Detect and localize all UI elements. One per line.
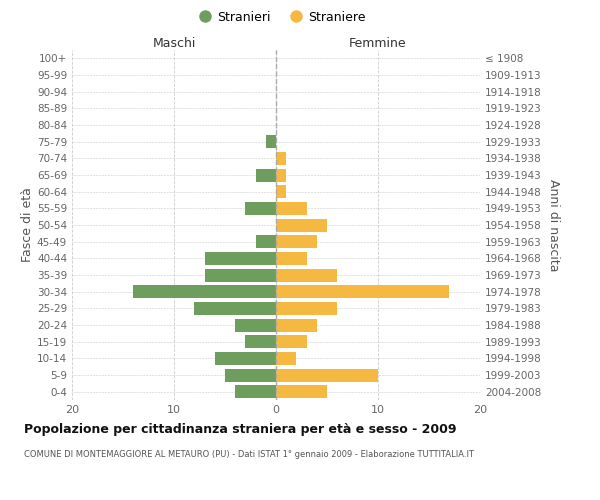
Legend: Stranieri, Straniere: Stranieri, Straniere: [193, 6, 371, 29]
Bar: [276, 318, 317, 332]
Bar: [276, 335, 307, 348]
Bar: [276, 368, 378, 382]
Text: Maschi: Maschi: [152, 37, 196, 50]
Bar: [256, 235, 276, 248]
Bar: [133, 285, 276, 298]
Text: Popolazione per cittadinanza straniera per età e sesso - 2009: Popolazione per cittadinanza straniera p…: [24, 422, 457, 436]
Bar: [276, 185, 286, 198]
Bar: [276, 302, 337, 315]
Bar: [276, 268, 337, 281]
Bar: [276, 202, 307, 215]
Bar: [276, 152, 286, 165]
Bar: [266, 135, 276, 148]
Y-axis label: Fasce di età: Fasce di età: [21, 188, 34, 262]
Bar: [276, 235, 317, 248]
Bar: [276, 168, 286, 181]
Bar: [276, 218, 327, 232]
Bar: [225, 368, 276, 382]
Bar: [215, 352, 276, 365]
Bar: [256, 168, 276, 181]
Text: COMUNE DI MONTEMAGGIORE AL METAURO (PU) - Dati ISTAT 1° gennaio 2009 - Elaborazi: COMUNE DI MONTEMAGGIORE AL METAURO (PU) …: [24, 450, 474, 459]
Text: Femmine: Femmine: [349, 37, 407, 50]
Bar: [194, 302, 276, 315]
Y-axis label: Anni di nascita: Anni di nascita: [547, 179, 560, 271]
Bar: [276, 385, 327, 398]
Bar: [276, 285, 449, 298]
Bar: [245, 202, 276, 215]
Bar: [235, 385, 276, 398]
Bar: [205, 252, 276, 265]
Bar: [205, 268, 276, 281]
Bar: [276, 252, 307, 265]
Bar: [235, 318, 276, 332]
Bar: [245, 335, 276, 348]
Bar: [276, 352, 296, 365]
